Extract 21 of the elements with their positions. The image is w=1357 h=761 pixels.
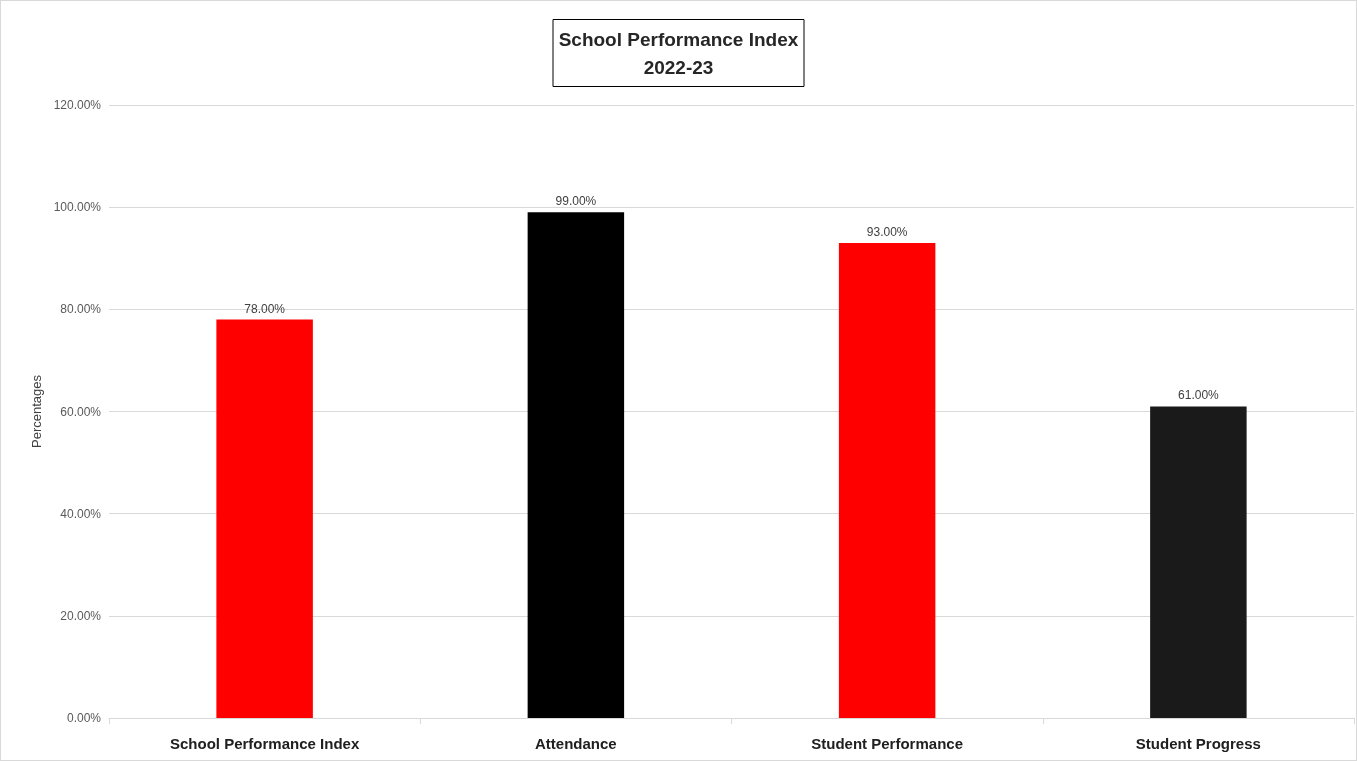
y-tick-label: 40.00% — [60, 506, 102, 521]
bar — [527, 212, 625, 718]
x-tick-label: Attendance — [535, 735, 617, 752]
data-label: 99.00% — [555, 194, 597, 209]
bar — [838, 242, 936, 718]
x-tick-label: School Performance Index — [170, 735, 360, 752]
y-axis-title: Percentages — [28, 374, 44, 448]
data-label: 78.00% — [244, 301, 286, 316]
data-label: 61.00% — [1178, 388, 1220, 403]
x-tick-label: Student Performance — [811, 735, 963, 752]
y-tick-label: 80.00% — [60, 302, 102, 317]
chart-title: School Performance Index 2022-23 — [558, 28, 799, 78]
data-label: 93.00% — [866, 224, 908, 239]
y-tick-label: 120.00% — [53, 98, 102, 112]
y-tick-label: 20.00% — [60, 608, 102, 623]
y-tick-label: 0.00% — [66, 711, 102, 725]
bar — [1150, 406, 1247, 718]
bar — [216, 319, 313, 718]
y-tick-label: 60.00% — [60, 404, 102, 419]
x-tick-label: Student Progress — [1135, 735, 1261, 752]
y-tick-label: 100.00% — [53, 200, 102, 215]
